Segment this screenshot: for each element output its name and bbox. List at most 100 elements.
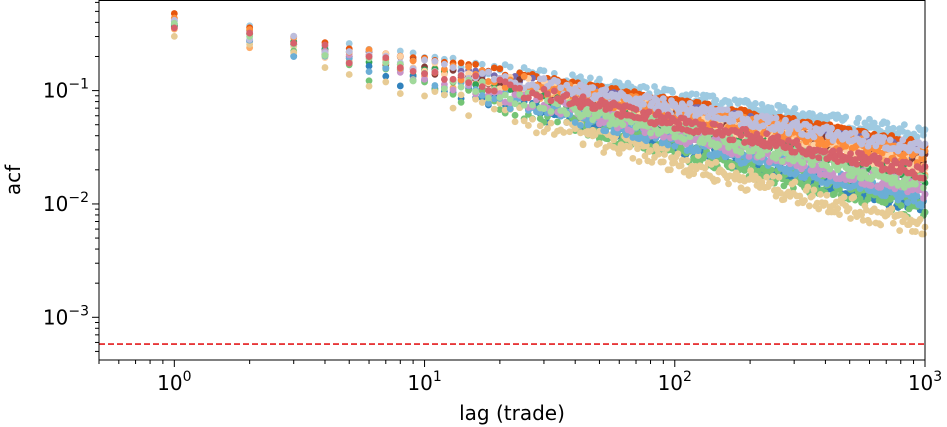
data-point — [396, 82, 404, 90]
data-point — [664, 141, 672, 149]
data-point — [758, 150, 766, 158]
data-point — [896, 227, 904, 235]
data-point — [654, 150, 662, 158]
data-point — [834, 205, 842, 212]
data-point — [640, 100, 647, 108]
data-point — [642, 84, 650, 92]
data-point — [536, 122, 544, 130]
data-point — [711, 120, 718, 128]
data-point — [859, 216, 867, 224]
data-point — [506, 95, 514, 103]
data-point — [170, 10, 178, 17]
data-point — [766, 143, 773, 150]
data-point — [725, 180, 732, 188]
data-point — [859, 137, 867, 145]
data-point — [170, 24, 178, 32]
data-point — [853, 160, 861, 168]
data-point — [478, 83, 486, 91]
data-point — [815, 205, 823, 213]
data-point — [321, 64, 329, 71]
data-point — [920, 174, 927, 182]
data-point — [431, 57, 439, 65]
data-point — [465, 79, 473, 87]
data-point — [321, 41, 329, 49]
data-point — [547, 119, 555, 127]
data-point — [851, 129, 859, 136]
data-point — [799, 159, 807, 167]
data-point — [683, 156, 691, 164]
data-point — [675, 120, 683, 128]
data-point — [382, 72, 390, 80]
data-point — [563, 110, 571, 118]
x-tick-label: 101 — [407, 369, 441, 395]
data-point — [449, 64, 457, 71]
data-point — [520, 101, 528, 109]
data-point — [290, 39, 298, 47]
data-point — [905, 160, 913, 167]
data-point — [569, 71, 576, 79]
data-point — [694, 99, 702, 106]
data-point — [855, 168, 862, 176]
data-point — [382, 78, 390, 86]
data-point — [345, 59, 353, 67]
data-point — [490, 87, 498, 95]
data-point — [560, 129, 568, 136]
data-point — [449, 104, 457, 112]
data-point — [547, 97, 555, 105]
data-point — [440, 85, 448, 93]
data-point — [775, 173, 783, 181]
data-point — [651, 83, 658, 90]
data-point — [842, 113, 850, 121]
data-point — [589, 84, 597, 91]
data-point — [840, 193, 848, 201]
data-point — [571, 119, 579, 126]
data-point — [918, 202, 926, 210]
data-point — [635, 158, 643, 165]
data-point — [704, 113, 712, 121]
data-point — [365, 77, 373, 85]
data-point — [478, 78, 486, 86]
data-point — [457, 83, 465, 91]
data-point — [912, 228, 919, 235]
data-point — [540, 85, 548, 93]
data-point — [826, 165, 834, 173]
data-point — [862, 131, 870, 139]
data-point — [501, 91, 509, 99]
data-point — [485, 86, 492, 94]
data-point — [485, 78, 492, 85]
data-point — [440, 91, 448, 99]
data-point — [490, 64, 498, 72]
data-point — [246, 29, 254, 37]
data-point — [900, 121, 908, 129]
data-point — [396, 47, 404, 55]
data-point — [791, 178, 799, 186]
data-point — [540, 75, 548, 82]
data-point — [290, 53, 298, 60]
data-point — [729, 136, 737, 144]
data-point — [719, 106, 726, 114]
data-point — [870, 119, 878, 127]
data-point — [661, 151, 668, 158]
data-point — [912, 180, 919, 188]
data-point — [752, 100, 759, 107]
data-point — [809, 152, 816, 160]
data-point — [511, 118, 519, 126]
data-point — [586, 74, 594, 82]
data-point — [472, 88, 480, 95]
data-point — [544, 90, 551, 98]
data-point — [672, 133, 680, 140]
data-point — [511, 111, 519, 119]
data-point — [485, 99, 492, 107]
data-point — [478, 60, 486, 68]
data-point — [440, 65, 448, 73]
data-point — [782, 116, 789, 124]
data-point — [472, 95, 480, 103]
data-point — [421, 92, 428, 100]
data-point — [540, 67, 548, 75]
data-point — [791, 105, 799, 112]
data-point — [602, 85, 610, 93]
data-point — [772, 114, 780, 122]
data-point — [629, 154, 637, 162]
data-point — [524, 122, 532, 129]
data-point — [421, 70, 428, 78]
